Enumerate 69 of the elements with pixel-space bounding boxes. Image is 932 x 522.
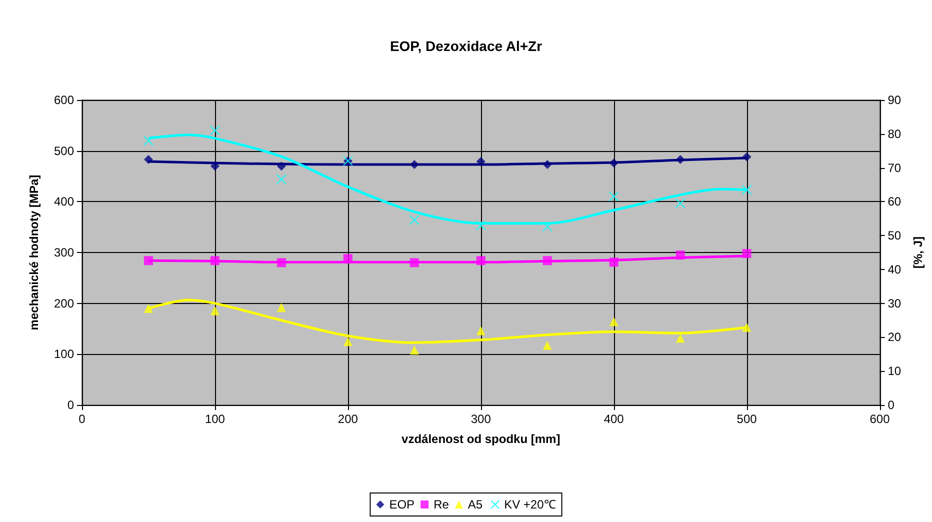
point [675, 198, 686, 208]
x-tick-label: 300 [470, 412, 492, 426]
point [742, 152, 752, 162]
point [409, 214, 420, 226]
y-tick-label: 100 [54, 347, 74, 362]
y2-tick-label: 40 [888, 262, 902, 276]
point [476, 220, 486, 230]
legend-label: EOP [389, 498, 415, 512]
point [410, 346, 419, 355]
y2-tick-label: 80 [888, 126, 902, 141]
point [210, 162, 220, 171]
y-tick-label: 500 [54, 144, 74, 158]
y2-tick-label: 0 [888, 398, 895, 412]
point [476, 326, 486, 336]
y2-axis-title: [%, J] [911, 236, 925, 269]
point [476, 256, 486, 266]
x-tick-label: 600 [870, 412, 890, 426]
point [742, 249, 752, 258]
point [276, 302, 286, 312]
point [476, 157, 486, 166]
point [276, 162, 286, 171]
x-axis-title: vzdálenost od spodku [mm] [402, 432, 560, 446]
point [144, 154, 153, 164]
y2-tick-label: 60 [888, 194, 902, 209]
point [276, 174, 287, 184]
legend-label: KV +20℃ [504, 498, 556, 512]
point [144, 304, 153, 313]
point [542, 256, 552, 266]
y-axis-title: mechanické hodnoty [MPa] [27, 174, 41, 330]
point [210, 256, 220, 266]
y-tick-label: 0 [67, 398, 74, 412]
y2-tick-label: 70 [888, 160, 902, 175]
point [144, 256, 153, 266]
point [210, 125, 220, 136]
point [742, 184, 752, 195]
point [343, 254, 352, 264]
point [410, 258, 419, 268]
y2-tick-label: 20 [888, 330, 902, 344]
y-tick-label: 600 [54, 93, 74, 107]
y2-tick-label: 10 [888, 364, 902, 378]
point [676, 154, 685, 164]
y-tick-label: 300 [54, 246, 74, 260]
point [210, 306, 220, 316]
point [343, 337, 352, 346]
y2-tick-label: 90 [888, 93, 902, 107]
chart-title: EOP, Dezoxidace Al+Zr [390, 38, 543, 54]
y-tick-label: 200 [54, 296, 74, 310]
y-tick-label: 400 [54, 194, 74, 209]
point [676, 334, 685, 343]
y2-tick-label: 50 [888, 228, 902, 243]
point [742, 322, 752, 332]
point [609, 158, 618, 168]
legend-label: Re [434, 498, 450, 512]
point [542, 340, 552, 350]
point [143, 136, 154, 146]
x-tick-label: 100 [204, 412, 226, 426]
point [609, 317, 618, 326]
x-tick-label: 500 [736, 412, 758, 426]
x-tick-label: 400 [604, 412, 624, 426]
point [608, 191, 619, 202]
x-tick-label: 200 [338, 412, 358, 426]
point [542, 222, 552, 232]
point [542, 160, 552, 170]
y2-tick-label: 30 [888, 296, 902, 310]
point [676, 250, 685, 260]
point [609, 258, 618, 267]
legend-label: A5 [468, 498, 483, 512]
point [276, 258, 286, 268]
x-tick-label: 0 [78, 412, 86, 426]
